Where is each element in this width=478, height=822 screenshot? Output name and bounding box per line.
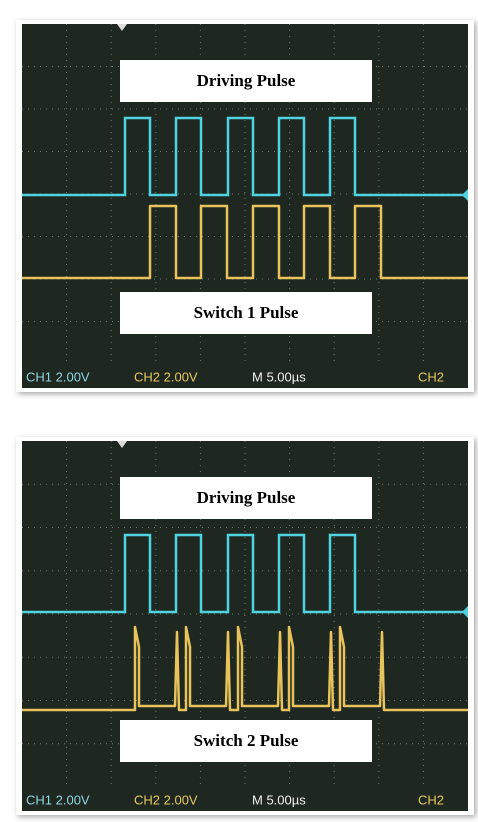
status-text: CH1 2.00V <box>26 369 90 384</box>
scope-panel: Driving Pulse Switch 2 Pulse CH1 2.00V CH2 … <box>16 437 474 815</box>
status-text: M 5.00µs <box>252 369 306 384</box>
figure: Driving Pulse Switch 1 Pulse CH1 2.00V CH2 … <box>0 0 478 822</box>
status-text: M 5.00µs <box>252 792 306 807</box>
bottom-label: Switch 2 Pulse <box>194 731 299 750</box>
scope-panel: Driving Pulse Switch 1 Pulse CH1 2.00V CH2 … <box>16 20 474 392</box>
status-text: CH2 <box>418 369 444 384</box>
status-text: CH2 <box>418 792 444 807</box>
status-text: CH2 2.00V <box>134 792 198 807</box>
status-text: CH2 2.00V <box>134 369 198 384</box>
page: {"panels": [ {"top_label": "Driving Puls… <box>0 0 478 822</box>
top-label: Driving Pulse <box>197 488 296 507</box>
top-label: Driving Pulse <box>197 71 296 90</box>
status-text: CH1 2.00V <box>26 792 90 807</box>
bottom-label: Switch 1 Pulse <box>194 303 299 322</box>
